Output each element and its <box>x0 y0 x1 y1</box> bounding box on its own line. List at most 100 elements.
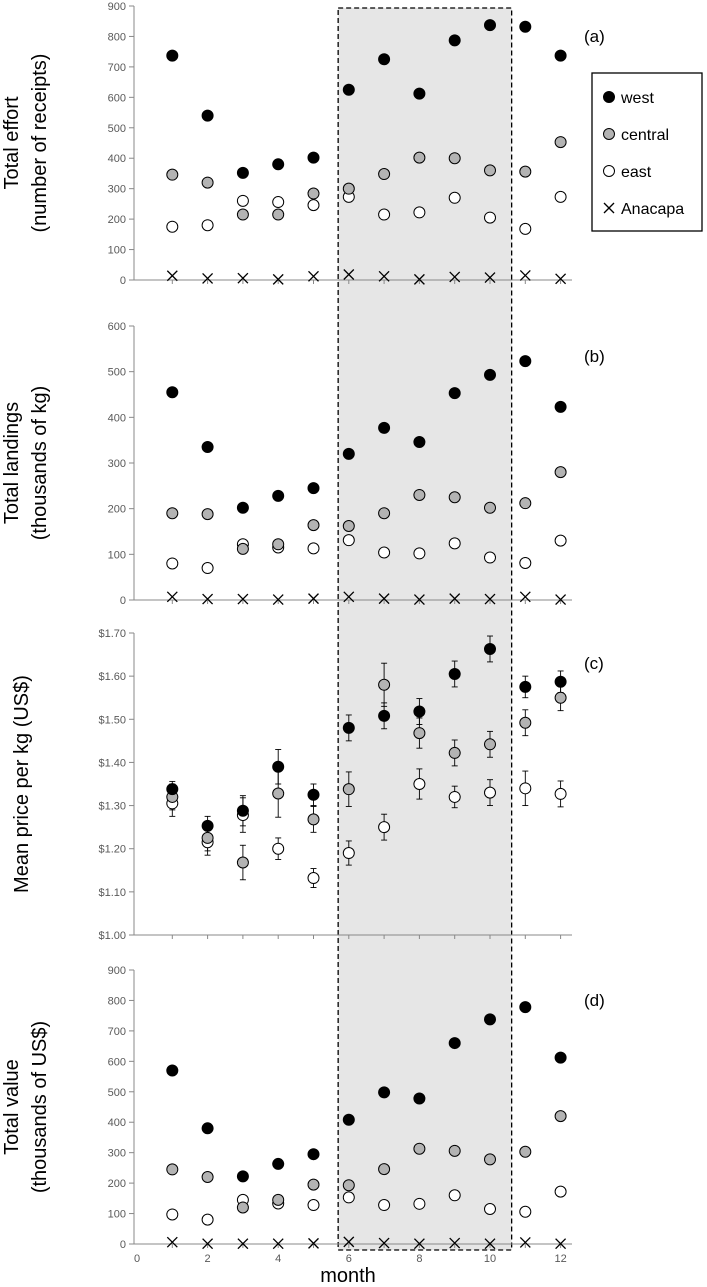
point-central <box>554 136 567 149</box>
panel-label: (b) <box>584 347 605 366</box>
point-west <box>413 435 426 448</box>
point-east <box>272 196 285 209</box>
point-anacapa <box>202 273 214 284</box>
point-east <box>554 190 567 203</box>
point-east <box>166 557 179 570</box>
point-anacapa <box>378 1237 390 1249</box>
x-tick-label: 4 <box>275 1253 281 1265</box>
point-anacapa <box>449 271 461 283</box>
y-tick-label: 100 <box>108 549 126 561</box>
point-central <box>378 1163 391 1176</box>
y-axis-title: Total landings <box>1 402 23 524</box>
point-east <box>484 1202 496 1215</box>
x-tick-label: 6 <box>346 1253 352 1265</box>
point-east <box>484 551 496 564</box>
point-central <box>342 182 355 195</box>
x-tick-label: 0 <box>134 1253 140 1265</box>
point-east <box>342 534 355 547</box>
point-central <box>342 783 355 796</box>
point-anacapa <box>555 273 567 285</box>
y-tick-label: 700 <box>108 1026 126 1038</box>
point-west <box>554 400 567 413</box>
point-central <box>484 501 496 514</box>
y-tick-label: 200 <box>108 214 126 226</box>
point-west <box>166 783 179 796</box>
point-east <box>413 206 426 219</box>
point-west <box>166 1064 179 1077</box>
point-west <box>484 642 496 655</box>
point-east <box>201 219 214 232</box>
point-east <box>236 194 249 207</box>
point-central <box>166 507 179 520</box>
point-central <box>378 168 391 181</box>
y-tick-label: $1.00 <box>98 930 126 942</box>
y-tick-label: 400 <box>108 1117 126 1129</box>
point-east <box>448 191 461 204</box>
point-central <box>307 813 320 826</box>
y-tick-label: 0 <box>120 1239 126 1251</box>
point-central <box>201 176 214 189</box>
point-west <box>201 819 214 832</box>
point-west <box>307 151 320 164</box>
point-east <box>272 842 285 855</box>
y-axis-title: Total effort <box>1 96 23 189</box>
y-tick-label: 500 <box>108 367 126 379</box>
x-axis-label: month <box>320 1265 376 1287</box>
point-anacapa <box>272 1238 284 1250</box>
point-east <box>307 542 320 555</box>
point-west <box>554 675 567 688</box>
legend-marker-east <box>603 165 615 177</box>
point-central <box>378 507 391 520</box>
y-tick-label: 900 <box>108 1 126 13</box>
y-tick-label: $1.40 <box>98 757 126 769</box>
point-east <box>484 786 496 799</box>
point-west <box>448 34 461 47</box>
y-tick-label: 500 <box>108 123 126 135</box>
y-tick-label: 600 <box>108 321 126 333</box>
point-east <box>484 211 496 224</box>
point-central <box>166 1163 179 1176</box>
point-west <box>413 87 426 100</box>
y-tick-label: 0 <box>120 275 126 287</box>
point-anacapa <box>413 273 425 285</box>
point-anacapa <box>484 593 496 605</box>
point-central <box>413 488 426 501</box>
point-west <box>307 788 320 801</box>
point-west <box>484 1013 496 1026</box>
point-anacapa <box>378 593 390 605</box>
point-east <box>378 208 391 221</box>
point-east <box>519 1205 532 1218</box>
point-central <box>484 738 496 751</box>
point-central <box>307 519 320 532</box>
point-east <box>378 546 391 559</box>
y-tick-label: 700 <box>108 62 126 74</box>
y-tick-label: $1.20 <box>98 844 126 856</box>
panel-label: (a) <box>584 27 605 46</box>
point-west <box>413 705 426 718</box>
point-west <box>272 489 285 502</box>
point-west <box>519 355 532 368</box>
point-east <box>413 547 426 560</box>
y-axis-title: Total value <box>1 1059 23 1155</box>
y-tick-label: 900 <box>108 965 126 977</box>
point-west <box>519 1001 532 1014</box>
y-tick-label: $1.70 <box>98 628 126 640</box>
point-central <box>448 746 461 759</box>
y-tick-label: 600 <box>108 92 126 104</box>
point-west <box>272 1157 285 1170</box>
point-west <box>554 1051 567 1064</box>
panel-label: (c) <box>584 654 604 673</box>
point-central <box>519 165 532 178</box>
point-anacapa <box>308 1237 319 1249</box>
point-central <box>519 1145 532 1158</box>
panel-b: 0 100 200 300 400 500 600 Total landings (thousa… <box>1 321 605 607</box>
point-east <box>201 1213 214 1226</box>
point-central <box>307 1178 320 1191</box>
y-tick-label: 100 <box>108 1209 126 1221</box>
legend-marker-west <box>603 91 615 103</box>
legend-marker-anacapa <box>603 202 615 214</box>
point-west <box>307 482 320 495</box>
point-west <box>166 386 179 399</box>
point-central <box>236 208 249 221</box>
point-east <box>307 872 320 885</box>
